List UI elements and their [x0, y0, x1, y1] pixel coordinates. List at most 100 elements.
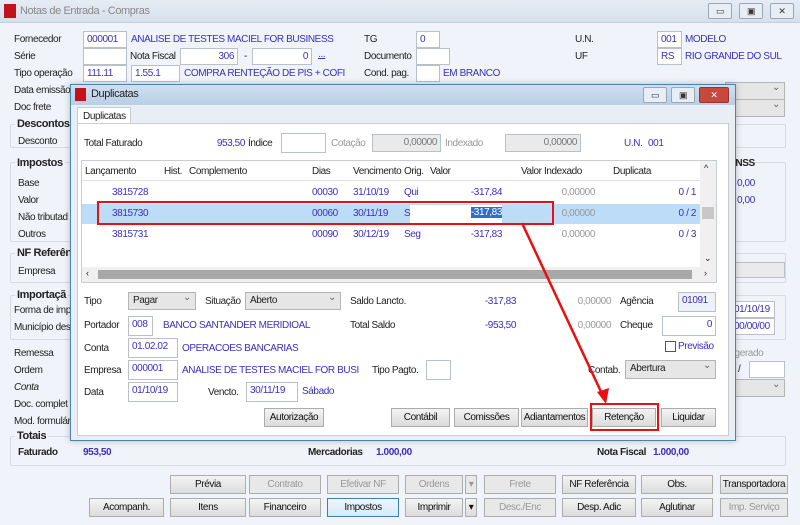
itens-button[interactable]: Itens: [170, 498, 246, 517]
obs-button[interactable]: Obs.: [641, 475, 713, 494]
contrato-button[interactable]: Contrato: [249, 475, 321, 494]
scroll-thumb[interactable]: [702, 207, 714, 219]
cell-duplicata: 0 / 3: [678, 229, 697, 240]
nf-referencia-button[interactable]: NF Referência: [562, 475, 636, 494]
nota-suffix-input[interactable]: 0: [252, 48, 312, 65]
inss-valor: 0,00: [737, 195, 755, 206]
table-row[interactable]: 3815728 00030 31/10/19 Qui -317,84 0,00000 0 /…: [82, 183, 700, 203]
col-orig[interactable]: Orig.: [404, 166, 424, 177]
imprimir-button[interactable]: Imprimir: [405, 498, 463, 517]
uf-input[interactable]: RS: [657, 48, 682, 65]
total-faturado-value: 953,50: [216, 138, 246, 149]
cfop-input[interactable]: 1.55.1: [131, 65, 180, 82]
un-code-input[interactable]: 001: [657, 31, 682, 48]
cond-pag-input[interactable]: [416, 65, 440, 82]
vertical-scrollbar[interactable]: ^ ⌄: [700, 161, 716, 267]
col-valor[interactable]: Valor: [430, 166, 451, 177]
col-lancamento[interactable]: Lançamento: [85, 166, 137, 177]
col-hist[interactable]: Hist.: [164, 166, 183, 177]
scroll-right-icon[interactable]: ›: [704, 268, 707, 278]
horizontal-scrollbar[interactable]: ‹ ›: [82, 267, 716, 282]
serie-input[interactable]: [83, 48, 127, 65]
contabil-button[interactable]: Contábil: [391, 408, 450, 427]
h-scroll-thumb[interactable]: [98, 270, 692, 279]
impostos-button[interactable]: Impostos: [327, 498, 399, 517]
cell-duplicata: 0 / 2: [678, 208, 697, 219]
efetivar-nf-button[interactable]: Efetivar NF: [327, 475, 399, 494]
gerado-input[interactable]: [749, 361, 785, 378]
grid-header: Lançamento Hist. Complemento Dias Vencim…: [82, 161, 700, 181]
frete-button[interactable]: Frete: [484, 475, 556, 494]
conta-label: Conta: [14, 382, 39, 393]
previsao-label[interactable]: Previsão: [678, 341, 714, 352]
nf-empresa-label: Empresa: [18, 266, 56, 277]
maximize-button[interactable]: ▣: [739, 3, 763, 19]
tipo-select[interactable]: Pagar: [128, 292, 196, 310]
contab-select[interactable]: Abertura: [625, 360, 716, 379]
financeiro-button[interactable]: Financeiro: [249, 498, 321, 517]
conta-input[interactable]: 01.02.02: [128, 338, 178, 358]
situacao-label: Situação: [205, 296, 241, 307]
documento-input[interactable]: [416, 48, 450, 65]
minimize-button[interactable]: ▭: [708, 3, 732, 19]
agencia-input[interactable]: 01091: [678, 292, 716, 312]
tab-duplicatas[interactable]: Duplicatas: [77, 107, 131, 124]
tipo-pagto-input[interactable]: [426, 360, 451, 380]
situacao-select[interactable]: Aberto: [245, 292, 341, 310]
col-duplicata[interactable]: Duplicata: [613, 166, 652, 177]
nota-lookup-button[interactable]: ...: [318, 49, 326, 60]
scroll-up-icon[interactable]: ^: [704, 163, 708, 173]
col-dias[interactable]: Dias: [312, 166, 331, 177]
nota-fiscal-input[interactable]: 306: [180, 48, 238, 65]
empresa-input[interactable]: 000001: [128, 360, 178, 380]
liquidar-button[interactable]: Liquidar: [661, 408, 716, 427]
aglutinar-button[interactable]: Aglutinar: [641, 498, 713, 517]
transportadora-button[interactable]: Transportadora: [720, 475, 788, 494]
fornecedor-code-input[interactable]: 000001: [83, 31, 127, 48]
duplicatas-grid: Lançamento Hist. Complemento Dias Vencim…: [81, 160, 717, 283]
valor-editor[interactable]: -317,83: [410, 205, 502, 223]
app-logo-icon: [4, 4, 16, 18]
previsao-checkbox[interactable]: [665, 341, 676, 352]
data-input[interactable]: 01/10/19: [128, 382, 178, 402]
ordens-dropdown-icon[interactable]: ▾: [465, 475, 477, 494]
tg-input[interactable]: 0: [416, 31, 440, 48]
autorizacao-button[interactable]: Autorização: [264, 408, 324, 427]
comissoes-button[interactable]: Comissões: [454, 408, 519, 427]
close-button[interactable]: ✕: [770, 3, 794, 19]
tipo-operacao-desc: COMPRA RENTEÇÃO DE PIS + COFI: [184, 68, 345, 79]
ordens-button[interactable]: Ordens: [405, 475, 463, 494]
col-vencimento[interactable]: Vencimento: [353, 166, 402, 177]
col-valor-indexado[interactable]: Valor Indexado: [521, 166, 582, 177]
nota-fiscal-label: Nota Fiscal: [130, 51, 176, 62]
table-row[interactable]: 3815731 00090 30/12/19 Seg -317,83 0,00000 0 /…: [82, 225, 700, 245]
desc-enc-button[interactable]: Desc./Enc: [484, 498, 556, 517]
vencto-input[interactable]: 30/11/19: [246, 382, 298, 402]
row-highlight-annotation: [97, 201, 554, 225]
dialog-close-button[interactable]: ✕: [699, 87, 729, 103]
retencao-button[interactable]: Retenção: [592, 408, 656, 427]
imprimir-dropdown-icon[interactable]: ▾: [465, 498, 477, 517]
imp-servico-button[interactable]: Imp. Serviço: [720, 498, 788, 517]
dialog-minimize-button[interactable]: ▭: [643, 87, 667, 103]
adiantamentos-button[interactable]: Adiantamentos: [521, 408, 588, 427]
un-value-dialog: 001: [648, 138, 664, 149]
desp-adic-button[interactable]: Desp. Adic: [562, 498, 636, 517]
acompanh-button[interactable]: Acompanh.: [89, 498, 164, 517]
fornecedor-name: ANALISE DE TESTES MACIEL FOR BUSINESS: [131, 34, 334, 45]
cheque-input[interactable]: 0: [662, 316, 716, 336]
dialog-maximize-button[interactable]: ▣: [671, 87, 695, 103]
previa-button[interactable]: Prévia: [170, 475, 246, 494]
col-complemento[interactable]: Complemento: [189, 166, 247, 177]
portador-input[interactable]: 008: [128, 316, 153, 336]
scroll-left-icon[interactable]: ‹: [86, 268, 89, 278]
scroll-down-icon[interactable]: ⌄: [704, 253, 712, 263]
tg-label: TG: [364, 34, 378, 45]
documento-label: Documento: [364, 51, 412, 62]
conta-select[interactable]: [727, 379, 785, 397]
indice-input[interactable]: [281, 133, 326, 153]
saldo-lancto-value: -317,83: [484, 296, 517, 307]
tipo-operacao-input[interactable]: 111.11: [83, 65, 127, 82]
